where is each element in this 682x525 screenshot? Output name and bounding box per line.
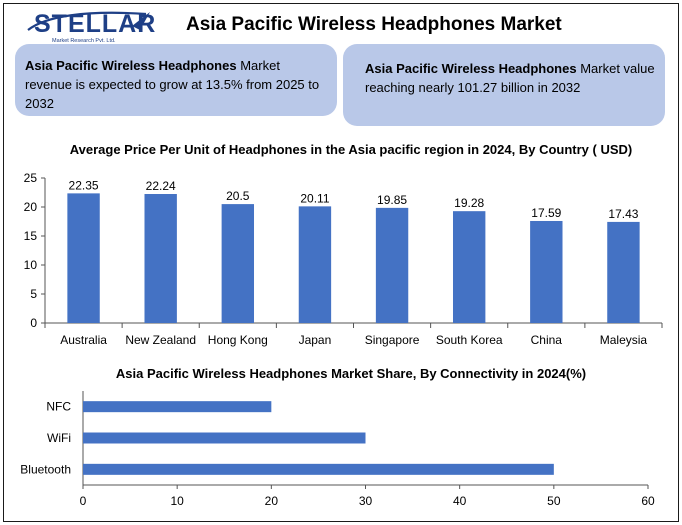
price-y-tick-label: 25 bbox=[24, 171, 38, 185]
share-bar bbox=[83, 401, 272, 413]
price-bar bbox=[530, 220, 563, 323]
highlight-text: Market value reaching nearly 101.27 bill… bbox=[365, 61, 655, 95]
share-bar bbox=[83, 432, 366, 444]
price-category-label: Singapore bbox=[365, 333, 420, 347]
share-x-tick-label: 0 bbox=[80, 494, 87, 508]
share-x-tick-label: 30 bbox=[359, 494, 373, 508]
share-category-label: WiFi bbox=[47, 431, 71, 445]
price-bar bbox=[221, 204, 255, 323]
share-bar bbox=[83, 463, 554, 475]
price-y-tick-label: 5 bbox=[30, 287, 37, 301]
price-chart-title: Average Price Per Unit of Headphones in … bbox=[69, 142, 633, 157]
price-value-label: 22.24 bbox=[146, 179, 176, 193]
highlight-text: Market revenue is expected to grow at 13… bbox=[25, 58, 320, 111]
price-category-label: Maleysia bbox=[600, 333, 648, 347]
highlight-bold: Asia Pacific Wireless Headphones bbox=[25, 58, 237, 73]
price-value-label: 19.28 bbox=[454, 196, 484, 210]
price-category-label: South Korea bbox=[436, 333, 503, 347]
price-value-label: 17.59 bbox=[531, 206, 561, 220]
price-category-label: China bbox=[531, 333, 563, 347]
logo-swoosh-icon bbox=[27, 11, 150, 31]
logo-tagline: Market Research Pvt. Ltd. bbox=[52, 38, 116, 44]
price-category-label: Japan bbox=[299, 333, 332, 347]
price-y-tick-label: 0 bbox=[30, 316, 37, 330]
share-x-tick-label: 10 bbox=[170, 494, 184, 508]
price-bar bbox=[452, 211, 486, 323]
share-x-tick-label: 60 bbox=[641, 494, 655, 508]
price-bar bbox=[607, 221, 640, 323]
price-y-tick-label: 20 bbox=[24, 200, 38, 214]
price-bar bbox=[144, 194, 177, 323]
price-category-label: Australia bbox=[60, 333, 107, 347]
price-bar bbox=[298, 206, 332, 323]
price-category-label: New Zealand bbox=[125, 333, 196, 347]
share-chart-title: Asia Pacific Wireless Headphones Market … bbox=[115, 366, 587, 381]
price-bar bbox=[375, 207, 409, 323]
highlight-box-growth: Asia Pacific Wireless Headphones Market … bbox=[15, 44, 337, 116]
price-y-tick-label: 15 bbox=[24, 229, 38, 243]
highlight-bold: Asia Pacific Wireless Headphones bbox=[365, 61, 577, 76]
price-category-label: Hong Kong bbox=[208, 333, 268, 347]
share-category-label: Bluetooth bbox=[20, 462, 71, 476]
logo-wordmark: STELLAR bbox=[34, 10, 157, 38]
share-x-tick-label: 20 bbox=[265, 494, 279, 508]
price-value-label: 22.35 bbox=[69, 178, 99, 192]
share-x-tick-label: 50 bbox=[547, 494, 561, 508]
stellar-logo: STELLAR Market Research Pvt. Ltd. bbox=[26, 8, 158, 48]
price-bar bbox=[67, 193, 100, 323]
price-value-label: 17.43 bbox=[608, 207, 638, 221]
share-category-label: NFC bbox=[46, 400, 71, 414]
price-value-label: 19.85 bbox=[377, 193, 407, 207]
price-y-tick-label: 10 bbox=[24, 258, 38, 272]
highlight-box-value: Asia Pacific Wireless Headphones Market … bbox=[343, 44, 665, 126]
price-value-label: 20.11 bbox=[300, 191, 329, 205]
price-value-label: 20.5 bbox=[226, 189, 250, 203]
share-x-tick-label: 40 bbox=[453, 494, 467, 508]
page-title: Asia Pacific Wireless Headphones Market bbox=[186, 14, 562, 35]
